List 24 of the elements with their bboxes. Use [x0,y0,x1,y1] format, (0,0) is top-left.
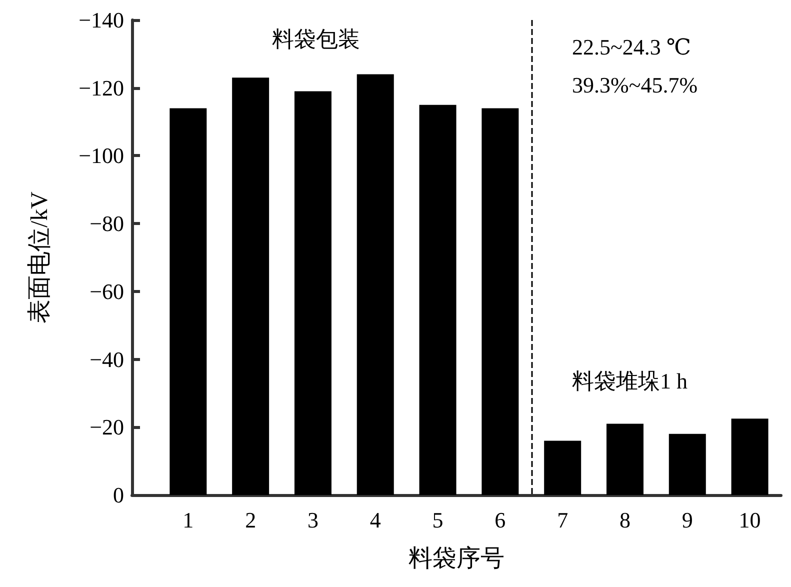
y-tick-label: −120 [78,75,124,100]
x-tick-label: 9 [682,508,693,532]
x-tick-label: 1 [182,508,194,532]
x-axis-title: 料袋序号 [408,545,504,572]
annotation: 22.5~24.3 ℃ [572,34,692,60]
y-tick-label: 0 [113,482,124,508]
y-tick-label: −20 [90,414,124,440]
x-tick-label: 6 [494,508,506,532]
y-axis-title: 表面电位/kV [27,190,53,324]
y-tick-label: −80 [90,211,124,236]
y-tick-label: −100 [78,143,124,168]
annotation: 料袋堆垛1 h [572,368,688,394]
x-tick-label: 2 [245,508,256,532]
annotation: 39.3%~45.7% [572,72,698,98]
y-tick-label: −60 [90,278,124,304]
annotation: 料袋包装 [272,26,360,52]
x-tick-label: 5 [432,508,444,532]
y-tick-label: −140 [78,8,124,32]
x-tick-label: 3 [307,508,318,532]
x-tick-label: 10 [738,508,761,532]
x-tick-label: 7 [557,508,568,532]
x-tick-label: 4 [370,508,381,532]
y-tick-label: −40 [90,346,124,372]
x-tick-label: 8 [619,508,630,532]
